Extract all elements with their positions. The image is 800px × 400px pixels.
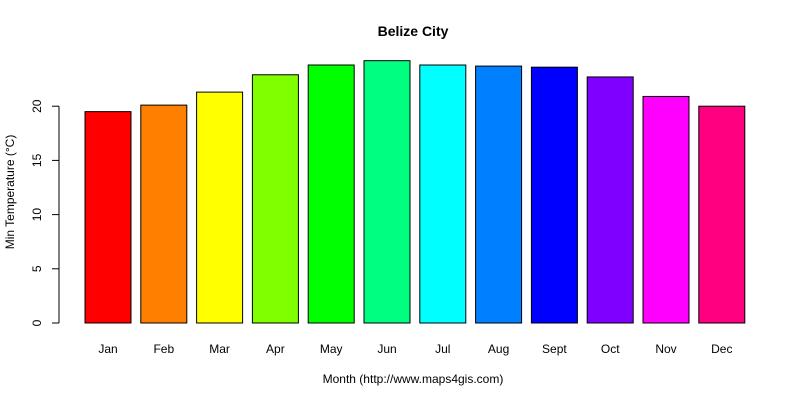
y-axis-label: Min Temperature (°C) (3, 135, 17, 250)
y-tick-label: 15 (30, 153, 44, 167)
x-tick-labels: Jan Feb Mar Apr May Jun Jul Aug Sept Oct Nov Dec (98, 342, 732, 356)
x-tick-label: Mar (209, 342, 230, 356)
x-axis-label: Month (http://www.maps4gis.com) (323, 372, 504, 386)
bar-dec (698, 105, 746, 324)
bar-may (307, 64, 355, 324)
bar-feb (140, 104, 188, 324)
bar-aug (475, 65, 523, 324)
x-tick-label: Sept (542, 342, 567, 356)
y-tick-label: 10 (30, 208, 44, 222)
x-tick-label: May (320, 342, 343, 356)
y-tick-label: 20 (30, 99, 44, 113)
x-tick-label: Dec (711, 342, 732, 356)
y-tick-label: 5 (30, 265, 44, 272)
x-tick-label: Aug (488, 342, 509, 356)
y-tick-label: 0 (30, 319, 44, 326)
x-tick-label: Jul (435, 342, 450, 356)
y-axis: 0 5 10 15 20 (30, 99, 60, 326)
x-tick-label: Jan (98, 342, 117, 356)
x-tick-label: Apr (266, 342, 285, 356)
bar-jul (419, 64, 467, 324)
bar-nov (642, 95, 690, 324)
x-tick-label: Jun (377, 342, 396, 356)
bar-apr (251, 74, 299, 324)
bar-jun (363, 60, 411, 324)
x-tick-label: Feb (153, 342, 174, 356)
x-tick-label: Nov (655, 342, 676, 356)
bar-sept (530, 66, 578, 324)
bars (84, 60, 746, 324)
chart-title: Belize City (378, 23, 449, 39)
bar-jan (84, 111, 132, 324)
x-tick-label: Oct (601, 342, 620, 356)
bar-oct (586, 76, 634, 324)
bar-mar (196, 91, 244, 324)
